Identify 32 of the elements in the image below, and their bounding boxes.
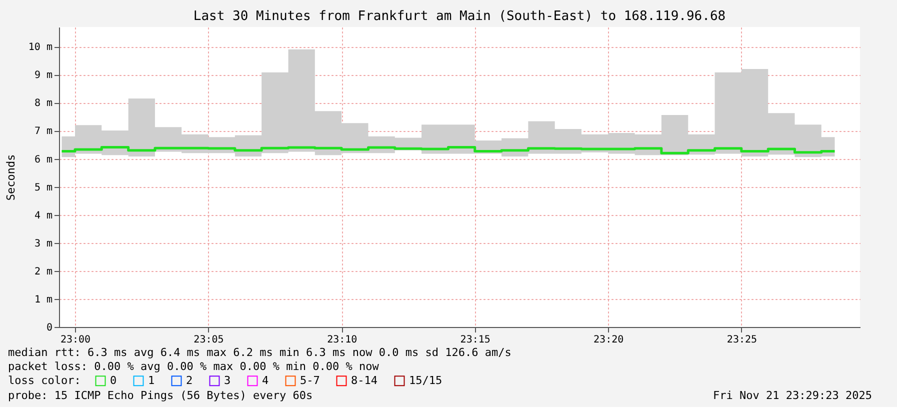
legend-label: 1: [148, 374, 155, 387]
legend-label: 4: [262, 374, 269, 387]
legend-label: 2: [186, 374, 193, 387]
x-tick-label: 23:25: [726, 334, 758, 346]
x-tick-label: 23:20: [594, 334, 624, 346]
x-tick-label: 23:05: [194, 334, 224, 346]
y-tick-label: 1 m: [34, 294, 52, 306]
y-tick-label: 0: [46, 322, 52, 334]
x-tick-label: 23:15: [460, 334, 490, 346]
y-tick-label: 3 m: [34, 238, 52, 250]
legend-label: 15/15: [409, 374, 442, 387]
text: probe: 15 ICMP Echo Pings (56 Bytes) every 60s: [8, 389, 313, 402]
y-tick-label: 10 m: [28, 42, 52, 54]
legend-label: 8-14: [351, 374, 378, 387]
text: packet loss: 0.00 % avg 0.00 % max 0.00 % min 0.00 % now: [8, 360, 380, 373]
y-tick-label: 2 m: [34, 266, 52, 278]
y-tick-label: 8 m: [34, 98, 52, 110]
legend-title: loss color:: [8, 374, 81, 387]
legend-label: 3: [224, 374, 231, 387]
legend-label: 0: [110, 374, 117, 387]
x-tick-label: 23:10: [327, 334, 358, 346]
text: Fri Nov 21 23:29:23 2025: [713, 389, 872, 402]
y-tick-label: 7 m: [34, 126, 52, 138]
y-tick-label: 6 m: [34, 154, 52, 166]
y-axis-title: Seconds: [4, 154, 18, 201]
chart-title: Last 30 Minutes from Frankfurt am Main (South-East) to 168.119.96.68: [193, 9, 726, 24]
text: median rtt: 6.3 ms avg 6.4 ms max 6.2 ms min 6.3 ms now 0.0 ms sd 126.6 am/s: [8, 346, 512, 359]
legend-label: 5-7: [300, 374, 320, 387]
y-tick-label: 5 m: [34, 182, 52, 194]
y-tick-label: 4 m: [34, 210, 52, 222]
y-tick-label: 9 m: [34, 70, 52, 82]
x-tick-label: 23:00: [60, 334, 91, 346]
